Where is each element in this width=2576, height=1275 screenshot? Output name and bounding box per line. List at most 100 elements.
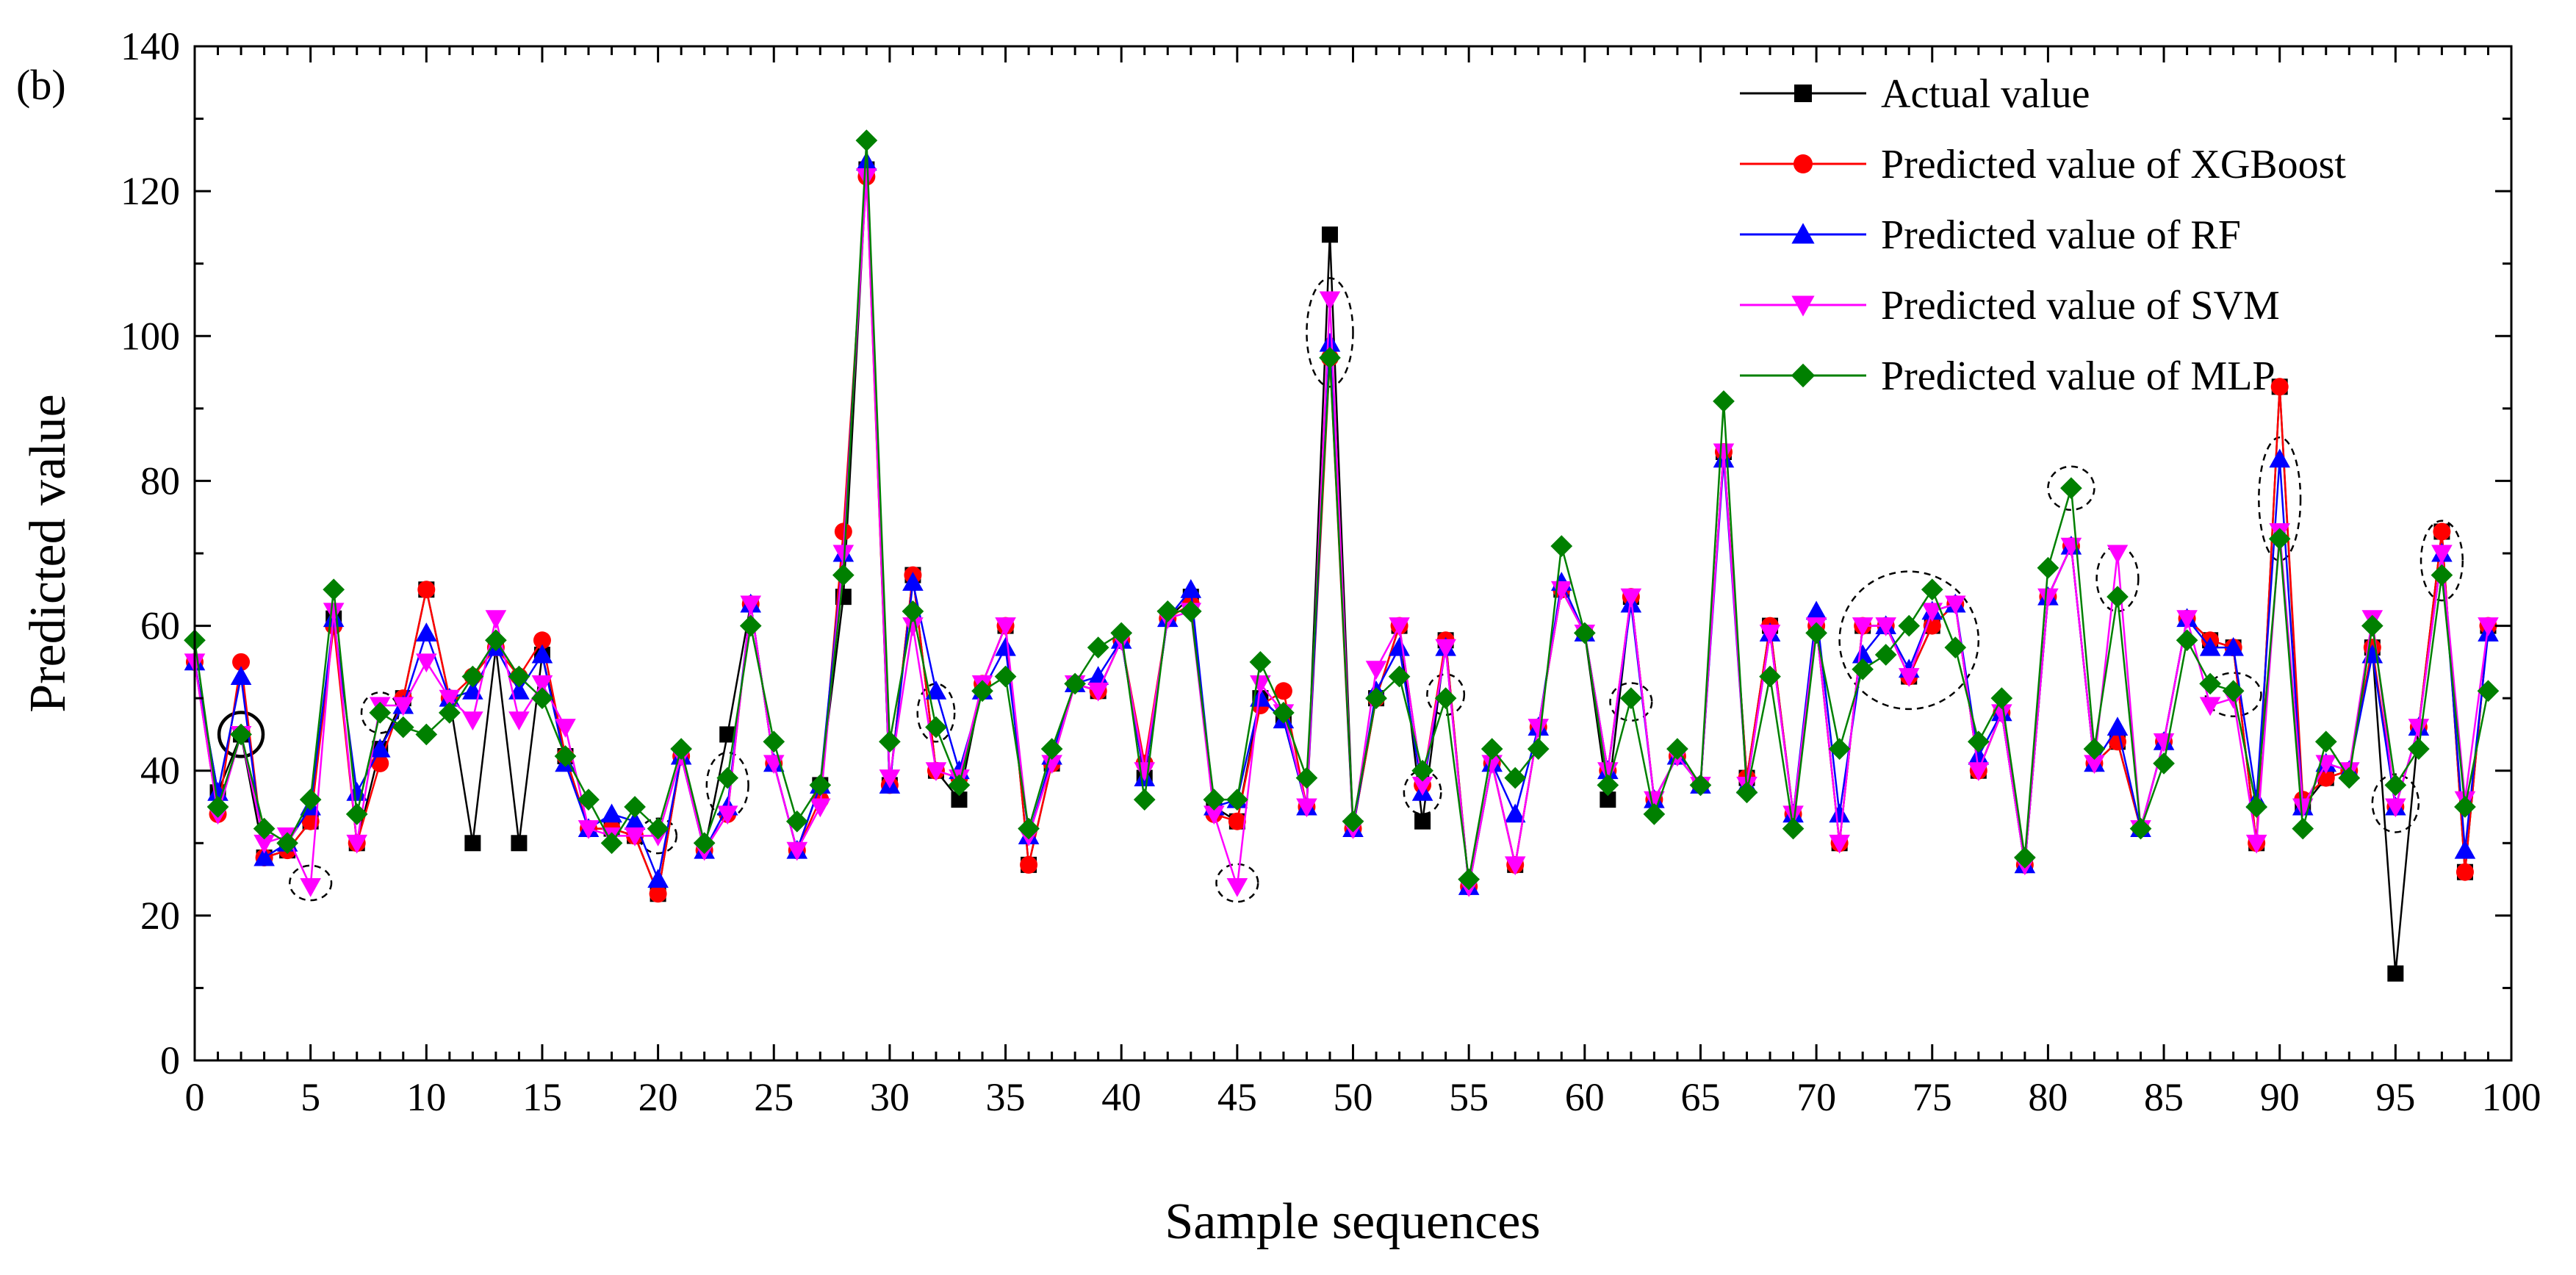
legend-label: Predicted value of RF [1881,212,2241,258]
svm-point [392,697,414,716]
mlp-point [902,600,924,622]
mlp-point [2245,796,2268,818]
mlp-point [1828,738,1851,760]
mlp-point [1527,738,1550,760]
series-mlp [184,129,2500,891]
mlp-point [1249,651,1272,673]
y-tick-label: 20 [140,894,180,938]
mlp-point [345,803,368,825]
xgboost-point [232,653,251,671]
mlp-point [1967,730,1990,753]
highlight-ellipse [2420,520,2464,602]
svm-point [2385,798,2406,818]
mlp-point [1458,868,1480,891]
mlp-point [253,817,276,840]
mlp-point [2408,738,2430,760]
mlp-point [2338,766,2361,789]
legend-item-rf: Predicted value of RF [1740,212,2241,258]
mlp-point [1319,347,1341,369]
mlp-point [1550,535,1573,557]
svm-point [1250,675,1271,694]
mlp-line [193,139,2489,880]
mlp-point [1573,622,1596,644]
mlp-point [1735,781,1758,804]
legend-marker [1791,363,1816,388]
highlight-ellipse [1306,277,1354,388]
svm-point [1319,291,1341,311]
svm-point [832,545,855,564]
svm-point [879,769,901,789]
rf-point [624,811,646,830]
mlp-point [670,738,692,760]
mlp-point [1388,665,1411,688]
mlp-point [2314,730,2337,753]
highlight-ellipse [705,751,749,819]
mlp-point [2222,680,2245,703]
mlp-point [1874,644,1897,666]
svm-point [786,841,808,861]
highlight-ellipse [2047,465,2095,511]
svm-point [856,168,877,187]
annotation-layer [217,277,2464,903]
mlp-point [2176,629,2198,652]
highlight-ellipse [916,683,956,743]
svm-point [1204,805,1225,825]
mlp-point [1156,600,1179,622]
mlp-point [693,832,716,855]
y-tick-label: 120 [120,169,180,213]
mlp-point [531,687,553,709]
mlp-point [1852,658,1874,680]
highlight-ellipse [289,864,333,902]
mlp-point [2014,847,2036,869]
mlp-point [2268,528,2291,550]
mlp-point [438,702,461,724]
svm-point [439,689,461,709]
mlp-point [1805,622,1827,644]
mlp-point [1365,687,1387,709]
series-layer [184,129,2500,982]
x-tick-label: 80 [2028,1075,2068,1119]
mlp-point [1018,817,1040,840]
legend-label: Predicted value of MLP [1881,353,2275,399]
mlp-point [1411,759,1433,782]
rf-point [601,803,622,823]
rf-point [2223,636,2244,656]
rf-point [230,666,252,686]
mlp-point [2454,796,2476,818]
rf-point [902,572,924,591]
mlp-point [299,789,322,811]
actual-point [719,726,736,743]
x-axis-label: Sample sequences [1165,1193,1540,1250]
mlp-point [1064,672,1086,695]
mlp-point [1643,803,1666,825]
x-tick-label: 20 [638,1075,678,1119]
mlp-point [2292,817,2314,840]
mlp-point [1597,774,1619,797]
mlp-point [1133,789,1156,811]
xgboost-point [834,522,852,541]
x-tick-label: 5 [301,1075,320,1119]
legend-marker [1794,154,1813,173]
mlp-point [647,817,669,840]
xgboost-point [2433,522,2451,541]
actual-point [464,835,481,852]
mlp-point [1110,622,1133,644]
legend-item-svm: Predicted value of SVM [1740,283,2280,328]
highlight-circle [217,711,265,758]
rf-point [253,847,275,866]
svm-point [1435,639,1456,658]
mlp-point [1620,687,1642,709]
mlp-point [323,578,345,601]
rf-point [416,622,437,642]
rf-point [1180,578,1202,598]
mlp-point [2477,680,2500,703]
svm-point [1481,755,1503,775]
svm-point [1852,617,1874,636]
mlp-point [1295,766,1318,789]
legend: Actual value Predicted value of XGBoost Pr… [1740,71,2346,399]
y-axis: 0 20 40 60 80 100 120 140 [120,24,2511,1082]
mlp-point [1342,810,1364,833]
svm-point [1528,719,1550,738]
panel-label: (b) [16,61,66,109]
